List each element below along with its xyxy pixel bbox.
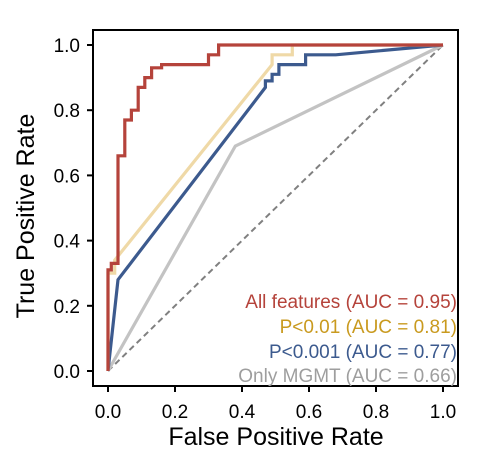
y-tick-label: 0.0 <box>54 362 80 383</box>
plot-frame <box>92 29 459 387</box>
roc-curve-only-mgmt <box>106 43 444 372</box>
x-tick-label: 0.2 <box>162 402 188 423</box>
x-tick-label: 0.8 <box>363 402 389 423</box>
x-tick-label: 1.0 <box>430 402 456 423</box>
x-tick-label: 0.0 <box>95 402 121 423</box>
plot-area <box>106 43 444 372</box>
y-axis-title: True Positive Rate <box>12 114 40 319</box>
x-tick-label: 0.4 <box>229 402 256 423</box>
legend-entry-p-0-001: P<0.001 (AUC = 0.77) <box>269 342 457 363</box>
y-tick-label: 0.8 <box>54 101 80 122</box>
roc-curve-all-features <box>106 43 443 371</box>
y-tick-label: 1.0 <box>54 36 80 57</box>
legend-entry-all-features: All features (AUC = 0.95) <box>245 292 457 313</box>
y-tick-label: 0.4 <box>54 232 81 253</box>
legend: All features (AUC = 0.95) P<0.01 (AUC = 0… <box>238 292 457 387</box>
y-tick-label: 0.2 <box>54 297 80 318</box>
legend-entry-p-0-01: P<0.01 (AUC = 0.81) <box>280 317 457 338</box>
y-tick-label: 0.6 <box>54 166 80 187</box>
x-axis-title: False Positive Rate <box>168 423 383 451</box>
chance-diagonal-line <box>107 44 444 372</box>
legend-entry-only-mgmt: Only MGMT (AUC = 0.66) <box>238 366 457 387</box>
axes: 0.0 0.2 0.4 0.6 0.8 1.0 0.0 0.2 0.4 0.6 0.8 1.0 <box>54 29 459 423</box>
roc-curve-p-0-01 <box>106 43 443 371</box>
x-tick-label: 0.6 <box>296 402 322 423</box>
roc-curve-p-0-001 <box>106 43 444 372</box>
